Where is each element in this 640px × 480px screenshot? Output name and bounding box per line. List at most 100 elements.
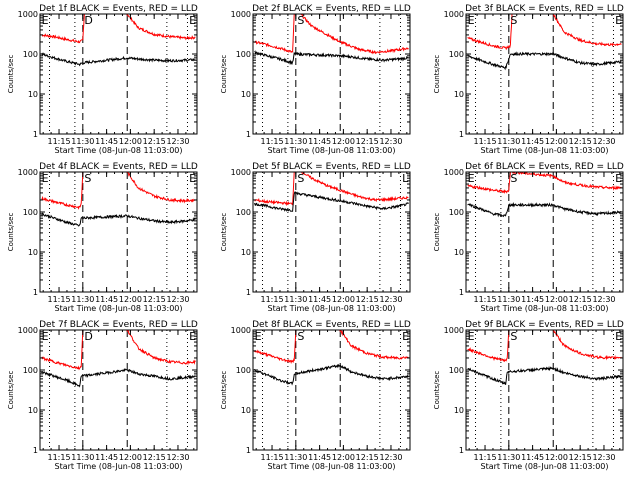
y-tick-label: 1 xyxy=(246,446,251,455)
x-tick-label: 11:45 xyxy=(521,295,544,304)
x-tick-label: 11:15 xyxy=(47,295,70,304)
series-line xyxy=(467,201,622,218)
series-line xyxy=(254,363,409,386)
x-axis-label: Start Time (08-Jun-08 11:03:00) xyxy=(268,304,396,313)
plot-frame xyxy=(39,329,198,451)
y-tick-label: 100 xyxy=(23,208,38,217)
y-axis-label: Counts/sec xyxy=(220,55,228,94)
y-axis-label: Counts/sec xyxy=(433,55,441,94)
plot-frame xyxy=(252,171,411,293)
plot-frame xyxy=(465,329,624,451)
x-tick-label: 11:45 xyxy=(308,295,331,304)
phase-marker: E xyxy=(402,330,409,343)
y-tick-label: 1 xyxy=(459,446,464,455)
y-tick-label: 1 xyxy=(33,288,38,297)
x-tick-label: 12:15 xyxy=(143,453,166,462)
x-tick-label: 12:00 xyxy=(545,137,568,146)
y-tick-label: 10 xyxy=(241,90,251,99)
phase-marker: S xyxy=(510,172,517,185)
x-axis-label: Start Time (08-Jun-08 11:03:00) xyxy=(55,304,183,313)
plot-area xyxy=(467,172,622,292)
x-tick-label: 12:30 xyxy=(166,137,189,146)
x-tick-label: 12:00 xyxy=(332,453,355,462)
x-tick-label: 11:30 xyxy=(284,137,307,146)
series-line xyxy=(254,191,409,212)
series-line xyxy=(41,330,196,371)
x-tick-label: 12:00 xyxy=(332,137,355,146)
series-line xyxy=(254,330,409,364)
plot-area xyxy=(41,330,196,450)
phase-marker: D xyxy=(84,330,92,343)
series-line xyxy=(41,212,196,227)
panel-title: Det 4f BLACK = Events, RED = LLD xyxy=(39,162,198,172)
x-tick-label: 11:45 xyxy=(308,453,331,462)
y-tick-label: 1000 xyxy=(444,10,464,19)
panel-title: Det 1f BLACK = Events, RED = LLD xyxy=(39,4,198,14)
series-line xyxy=(467,365,622,385)
phase-marker: E xyxy=(615,14,622,27)
y-tick-label: 100 xyxy=(236,50,251,59)
phase-marker: L xyxy=(402,172,409,185)
series-line xyxy=(41,172,196,210)
y-tick-label: 100 xyxy=(236,208,251,217)
x-tick-label: 12:30 xyxy=(379,295,402,304)
x-tick-label: 12:00 xyxy=(545,295,568,304)
y-axis-label: Counts/sec xyxy=(7,55,15,94)
x-tick-label: 12:15 xyxy=(569,295,592,304)
y-tick-label: 1000 xyxy=(18,168,38,177)
phase-marker: S xyxy=(84,172,91,185)
plot-frame xyxy=(39,13,198,135)
plot-frame xyxy=(465,171,624,293)
y-axis-label: Counts/sec xyxy=(7,213,15,252)
x-tick-label: 12:30 xyxy=(592,295,615,304)
y-tick-label: 10 xyxy=(28,406,38,415)
x-tick-label: 11:30 xyxy=(284,295,307,304)
plot-area xyxy=(467,14,622,134)
x-tick-label: 12:30 xyxy=(166,453,189,462)
x-tick-label: 11:15 xyxy=(47,137,70,146)
y-tick-label: 1000 xyxy=(444,326,464,335)
y-tick-label: 1000 xyxy=(231,10,251,19)
phase-marker: E xyxy=(468,330,475,343)
phase-marker: E xyxy=(42,172,49,185)
x-tick-label: 12:30 xyxy=(379,453,402,462)
x-tick-label: 11:15 xyxy=(473,453,496,462)
series-line xyxy=(41,14,196,44)
x-tick-label: 12:30 xyxy=(592,453,615,462)
series-line xyxy=(467,172,622,194)
plot-area xyxy=(254,330,409,450)
phase-marker: E xyxy=(189,172,196,185)
plot-frame xyxy=(39,171,198,293)
x-tick-label: 12:15 xyxy=(143,295,166,304)
y-tick-label: 10 xyxy=(28,248,38,257)
x-tick-label: 11:30 xyxy=(71,453,94,462)
phase-marker: S xyxy=(297,172,304,185)
y-tick-label: 100 xyxy=(236,366,251,375)
phase-marker: E xyxy=(255,330,262,343)
x-tick-label: 12:15 xyxy=(356,295,379,304)
plot-area xyxy=(41,172,196,292)
y-tick-label: 1 xyxy=(459,130,464,139)
y-tick-label: 100 xyxy=(23,50,38,59)
y-tick-label: 1000 xyxy=(18,326,38,335)
x-tick-label: 11:30 xyxy=(284,453,307,462)
y-tick-label: 10 xyxy=(28,90,38,99)
x-tick-label: 12:00 xyxy=(332,295,355,304)
panel-title: Det 2f BLACK = Events, RED = LLD xyxy=(252,4,411,14)
panel-title: Det 5f BLACK = Events, RED = LLD xyxy=(252,162,411,172)
y-tick-label: 1000 xyxy=(444,168,464,177)
series-line xyxy=(467,51,622,71)
x-tick-label: 12:00 xyxy=(119,295,142,304)
x-tick-label: 11:15 xyxy=(473,137,496,146)
y-axis-label: Counts/sec xyxy=(433,371,441,410)
plot-area xyxy=(254,14,409,134)
y-tick-label: 1 xyxy=(246,130,251,139)
y-tick-label: 1000 xyxy=(18,10,38,19)
x-tick-label: 11:45 xyxy=(95,137,118,146)
x-tick-label: 12:15 xyxy=(569,137,592,146)
